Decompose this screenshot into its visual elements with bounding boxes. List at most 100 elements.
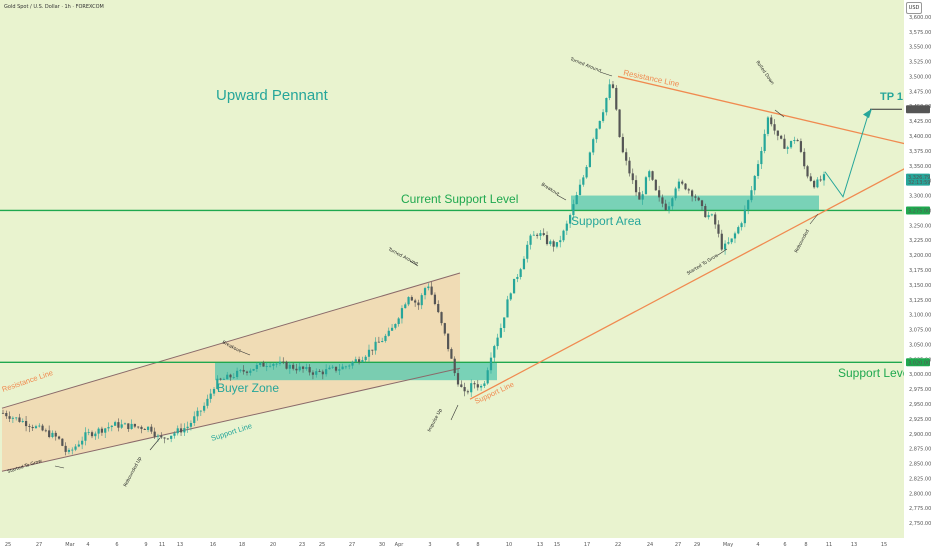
y-tick-label: 3,475.00 (909, 89, 931, 95)
y-tick-label: 3,525.00 (909, 60, 931, 66)
label-upward-pennant: Upward Pennant (216, 87, 329, 104)
candle-body (298, 366, 301, 371)
candle-body (176, 428, 179, 434)
candle-body (170, 435, 173, 439)
candle-body (236, 370, 239, 378)
candle-body (476, 384, 479, 388)
x-tick-label: 13 (851, 542, 857, 548)
current-support-price-text: 3,275.00 (908, 208, 930, 214)
candle-body (631, 173, 634, 181)
forecast-path (824, 115, 869, 198)
candle-body (18, 417, 21, 422)
candle-body (31, 426, 34, 429)
candle-body (720, 233, 723, 250)
candle-body (354, 359, 357, 362)
candle-body (41, 425, 44, 431)
candle-body (199, 410, 202, 412)
y-tick-label: 3,300.00 (909, 194, 931, 200)
candle-body (694, 196, 697, 198)
last-price-text: 3,326.79 (908, 175, 930, 181)
x-tick-label: 24 (647, 542, 653, 548)
y-tick-label: 3,550.00 (909, 45, 931, 51)
candle-body (654, 179, 657, 191)
candle-body (717, 224, 720, 234)
candle-body (189, 423, 193, 427)
candle-body (813, 180, 816, 188)
candle-body (437, 304, 440, 313)
candle-body (57, 436, 61, 439)
arrow-impulse-up (450, 404, 459, 421)
candle-body (259, 362, 262, 365)
candle-body (325, 369, 328, 375)
candle-body (127, 423, 130, 430)
pennant-support-line (469, 165, 911, 400)
candle-body (585, 166, 588, 178)
candle-body (38, 425, 41, 427)
candle-body (443, 323, 446, 334)
candle-body (196, 410, 199, 417)
candle-body (90, 432, 94, 437)
support-price-box (906, 358, 930, 367)
label-tp1: TP 1 (880, 91, 903, 103)
candle-body (67, 449, 71, 452)
candle-body (344, 366, 348, 368)
candle-body (512, 278, 516, 294)
candle-body (265, 366, 268, 367)
candle-body (598, 120, 601, 129)
candle-body (730, 238, 733, 243)
candle-body (582, 177, 585, 185)
candle-body (97, 428, 100, 434)
x-tick-label: 20 (270, 542, 276, 548)
candle-body (638, 192, 641, 200)
y-tick-label: 2,850.00 (909, 462, 931, 468)
candle-body (179, 428, 183, 433)
candle-body (552, 241, 555, 247)
x-tick-label: 3 (428, 542, 431, 548)
candle-body (793, 140, 796, 142)
candle-body (140, 426, 143, 430)
candle-body (384, 335, 387, 342)
y-tick-label: 3,150.00 (909, 283, 931, 289)
candle-body (117, 422, 120, 428)
candle-body (496, 337, 499, 347)
y-tick-label: 3,075.00 (909, 328, 931, 334)
candle-body (120, 424, 123, 428)
candle-body (803, 151, 806, 167)
candle-body (559, 240, 562, 243)
candle-body (8, 416, 11, 419)
support-price-text: 3,020.00 (908, 360, 930, 366)
candle-body (186, 426, 189, 429)
candle-body (740, 223, 743, 228)
candle-body (414, 300, 417, 303)
annotation-impulse-up: Impulse Up (426, 408, 443, 433)
x-tick-label: May (723, 542, 733, 548)
candle-body (272, 364, 275, 366)
candle-body (229, 374, 232, 378)
x-tick-label: 4 (86, 542, 89, 548)
candle-body (786, 147, 789, 149)
candle-body (674, 188, 677, 199)
y-tick-label: 2,875.00 (909, 447, 931, 453)
candle-body (334, 366, 338, 371)
x-tick-label: 23 (299, 542, 305, 548)
price-axis (904, 0, 932, 550)
candle-body (239, 369, 242, 371)
candle-body (371, 349, 374, 351)
candle-body (634, 180, 638, 193)
candle-body (357, 359, 361, 363)
candle-body (226, 374, 229, 380)
label-support-level: Support Level (838, 366, 912, 380)
currency-button[interactable]: USD (906, 2, 922, 14)
candle-body (575, 195, 578, 205)
candle-body (94, 433, 97, 437)
candle-body (123, 423, 127, 425)
candle-body (578, 184, 582, 196)
candle-body (658, 190, 661, 198)
candle-body (661, 197, 664, 204)
candle-body (28, 426, 31, 427)
candle-body (417, 302, 420, 306)
x-tick-label: 27 (349, 542, 355, 548)
candle-body (48, 430, 51, 437)
